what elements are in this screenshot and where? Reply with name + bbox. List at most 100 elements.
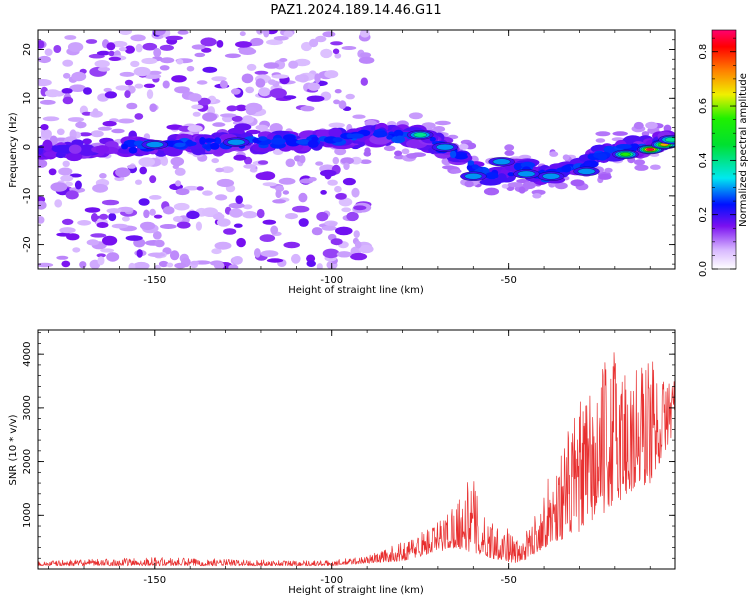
spectrogram-noise-blob <box>332 48 340 55</box>
spectrogram-noise-blob <box>66 233 80 241</box>
spectrogram-ridge-blob <box>121 143 129 150</box>
spectrogram-noise-blob <box>69 84 86 92</box>
spectrogram-noise-blob <box>147 252 166 258</box>
spectrogram-noise-blob <box>124 79 134 86</box>
spectrogram-noise-blob <box>285 213 298 220</box>
snr-frame <box>37 329 676 570</box>
spectrogram-noise-blob <box>330 41 343 46</box>
spectrogram-peak <box>517 170 536 178</box>
spectrogram-noise-blob <box>350 252 368 261</box>
spectrogram-noise-blob <box>174 167 186 176</box>
spectrogram-noise-blob <box>612 131 628 136</box>
spectrogram-noise-blob <box>243 164 257 169</box>
colorbar: 0.0 0.2 0.4 0.6 0.8 Normalized spectral ampl… <box>698 29 749 277</box>
spectrogram-noise-blob <box>634 164 649 171</box>
spectrogram-noise-blob <box>201 47 212 53</box>
spectrogram-noise-blob <box>90 233 107 238</box>
spectrogram-ridge-blob <box>174 142 186 148</box>
spectrogram-noise-blob <box>176 221 191 229</box>
spectrogram-noise-blob <box>272 149 284 156</box>
spectrogram-noise-blob <box>226 105 238 112</box>
spectrogram-noise-blob <box>188 93 202 102</box>
colorbar-gradient <box>712 30 736 269</box>
spectrogram-noise-blob <box>138 157 155 167</box>
spectrogram-noise-blob <box>108 50 115 57</box>
spectrogram-noise-blob <box>159 224 177 229</box>
y-tick-label: 4000 <box>22 341 33 366</box>
spectrogram-noise-blob <box>320 169 337 177</box>
spectrogram-noise-blob <box>292 205 310 213</box>
spectrogram-noise-blob <box>282 190 290 195</box>
spectrogram-noise-blob <box>202 66 218 73</box>
spectrogram-noise-blob <box>341 46 357 50</box>
spectrogram-noise-blob <box>162 206 175 215</box>
spectrogram-noise-blob <box>134 113 144 120</box>
spectrogram-noise-blob <box>245 106 257 116</box>
spectrogram-noise-blob <box>351 187 360 198</box>
spectrogram-noise-blob <box>118 30 132 35</box>
spectrogram-x-axis-label: Height of straight line (km) <box>288 285 424 296</box>
spectrogram-noise-blob <box>59 227 76 234</box>
spectrogram-noise-blob <box>42 116 60 122</box>
spectrogram-noise-blob <box>160 57 175 64</box>
spectrogram-noise-blob <box>174 86 190 94</box>
spectrogram-noise-blob <box>77 220 92 226</box>
spectrogram-noise-blob <box>249 168 258 173</box>
x-tick-label: -50 <box>501 575 517 586</box>
spectrogram-noise-blob <box>173 202 190 211</box>
spectrogram-ridge-blob <box>471 164 479 170</box>
spectrogram-noise-blob <box>78 132 92 137</box>
spectrogram-noise-blob <box>133 261 150 269</box>
spectrogram-noise-blob <box>186 210 200 220</box>
spectrogram-noise-blob <box>595 131 611 137</box>
spectrogram-noise-blob <box>501 184 509 189</box>
spectrogram-noise-blob <box>118 47 127 52</box>
spectrogram-peak <box>492 158 511 165</box>
spectrogram-noise-blob <box>359 159 372 164</box>
spectrogram-noise-blob <box>191 104 204 110</box>
spectrogram-noise-blob <box>233 223 243 228</box>
spectrogram-peak <box>542 173 560 180</box>
spectrogram-noise-blob <box>352 114 366 119</box>
spectrogram-noise-blob <box>309 38 319 48</box>
spectrogram-ridge-blob <box>133 140 144 146</box>
spectrogram-noise-blob <box>360 77 368 86</box>
spectrogram-peak <box>436 143 454 151</box>
spectrogram-noise-blob <box>504 144 515 152</box>
spectrogram-noise-blob <box>306 260 316 267</box>
spectrogram-noise-blob <box>103 87 112 93</box>
spectrogram-ridge-blob <box>201 138 217 143</box>
spectrogram-noise-blob <box>211 158 219 164</box>
spectrogram-noise-blob <box>38 216 45 224</box>
spectrogram-noise-blob <box>38 55 51 64</box>
spectrogram-noise-blob <box>340 157 354 165</box>
spectrogram-noise-blob <box>334 147 347 156</box>
spectrogram-noise-blob <box>483 187 500 196</box>
spectrogram-noise-blob <box>215 194 228 201</box>
spectrogram-noise-blob <box>62 59 74 67</box>
spectrogram-noise-blob <box>94 60 110 68</box>
colorbar-frame <box>711 29 737 270</box>
spectrogram-noise-blob <box>214 241 232 250</box>
x-tick-label: -100 <box>320 275 343 286</box>
spectrogram-noise-blob <box>328 222 337 227</box>
spectrogram-noise-blob <box>245 86 255 94</box>
spectrogram-noise-blob <box>38 262 54 268</box>
spectrogram-noise-blob <box>58 167 73 176</box>
spectrogram-noise-blob <box>38 159 48 168</box>
spectrogram-noise-blob <box>522 181 536 190</box>
spectrogram-noise-blob <box>350 156 362 165</box>
spectrogram-noise-blob <box>332 156 340 165</box>
spectrogram-ridge-blob <box>209 142 220 150</box>
spectrogram-noise-blob <box>91 213 98 222</box>
spectrogram-noise-blob <box>67 117 85 122</box>
spectrogram-noise-blob <box>306 95 325 102</box>
spectrogram-noise-blob <box>65 190 79 200</box>
spectrogram-noise-blob <box>291 253 301 264</box>
spectrogram-noise-blob <box>246 63 257 71</box>
spectrogram-ridge-blob <box>258 136 268 142</box>
spectrogram-noise-blob <box>143 209 150 219</box>
spectrogram-noise-blob <box>74 180 82 190</box>
spectrogram-ridge-blob <box>128 146 138 154</box>
spectrogram-ridge-blob <box>467 160 475 166</box>
